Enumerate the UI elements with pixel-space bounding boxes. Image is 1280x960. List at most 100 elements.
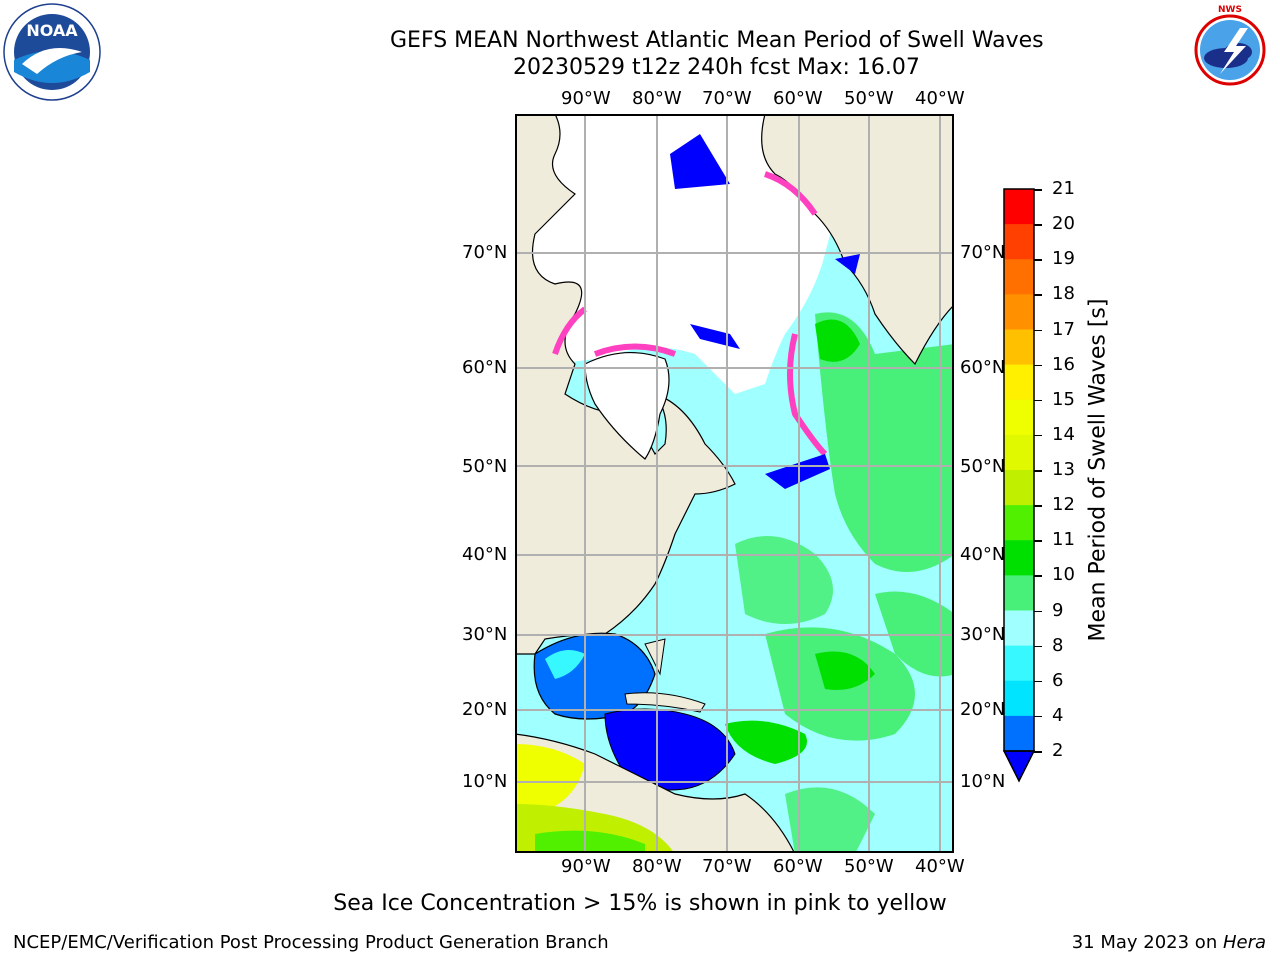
nws-logo-icon: NWS: [1184, 4, 1276, 96]
colorbar-tick-label: 21: [1052, 178, 1075, 199]
lon-label: 50°W: [844, 88, 894, 109]
colorbar-tick-mark: [1034, 610, 1042, 612]
colorbar-tick-label: 10: [1052, 564, 1075, 586]
lat-label: 20°N: [960, 699, 1006, 720]
colorbar-bin: [1004, 645, 1034, 682]
swell-period-map: [515, 114, 954, 853]
swell-9-10s-areas: [735, 312, 953, 852]
colorbar-bin: [1004, 715, 1034, 752]
footer-date-text: 31 May 2023 on: [1071, 932, 1223, 953]
map-gridlines: [515, 114, 953, 852]
colorbar-tick-label: 9: [1052, 599, 1064, 621]
colorbar-bin: [1004, 434, 1034, 471]
colorbar-tick-mark: [1034, 645, 1042, 648]
colorbar-bin: [1004, 329, 1034, 366]
lat-label: 70°N: [960, 242, 1006, 263]
lon-label: 80°W: [632, 856, 682, 877]
lon-label: 70°W: [702, 856, 752, 877]
colorbar-tick-mark: [1034, 224, 1042, 226]
colorbar-bin: [1004, 680, 1034, 717]
lat-label: 50°N: [960, 456, 1006, 477]
colorbar-bin: [1004, 575, 1034, 611]
colorbar-tick-label: 2: [1052, 740, 1064, 761]
colorbar-bin: [1004, 189, 1034, 225]
map-title: GEFS MEAN Northwest Atlantic Mean Period…: [390, 28, 1044, 53]
lon-label: 80°W: [632, 88, 682, 109]
noaa-logo-icon: NOAA: [3, 3, 101, 101]
lon-label: 70°W: [702, 88, 752, 109]
noaa-logo-label: NOAA: [26, 21, 78, 40]
colorbar-bin: [1004, 470, 1034, 506]
lon-label: 50°W: [844, 856, 894, 877]
sea-ice-caption: Sea Ice Concentration > 15% is shown in …: [333, 891, 947, 916]
lat-label: 30°N: [960, 624, 1006, 645]
colorbar-bin: [1004, 224, 1034, 260]
colorbar-tick-label: 13: [1052, 459, 1075, 480]
colorbar-tick-label: 14: [1052, 423, 1075, 445]
colorbar-tick-mark: [1034, 470, 1042, 472]
colorbar-tick-mark: [1034, 505, 1042, 507]
colorbar: [1002, 188, 1036, 783]
swell-10-11s-areas: [725, 319, 875, 764]
colorbar-bin: [1004, 399, 1034, 436]
colorbar-tick-label: 4: [1052, 704, 1064, 726]
colorbar-tick-label: 15: [1052, 388, 1075, 410]
lat-label: 30°N: [462, 624, 508, 645]
svg-text:NWS: NWS: [1218, 5, 1242, 15]
colorbar-tick-label: 16: [1052, 353, 1075, 375]
lat-label: 60°N: [462, 357, 508, 378]
map-frame: [515, 114, 954, 853]
colorbar-bin: [1004, 610, 1034, 647]
colorbar-tick-mark: [1034, 189, 1042, 191]
colorbar-tick-label: 8: [1052, 634, 1064, 656]
footer-date: 31 May 2023 on Hera: [1072, 932, 1266, 953]
lon-label: 40°W: [915, 856, 965, 877]
colorbar-tick-label: 18: [1052, 283, 1075, 305]
colorbar-bin: [1004, 505, 1034, 541]
colorbar-tick-label: 6: [1052, 669, 1064, 691]
gulf-of-mexico: [533, 632, 656, 720]
colorbar-tick-mark: [1034, 399, 1042, 402]
lon-label: 60°W: [773, 856, 823, 877]
colorbar-tick-mark: [1034, 434, 1042, 437]
colorbar-bin: [1004, 540, 1034, 576]
colorbar-bin: [1004, 259, 1034, 295]
lat-label: 50°N: [462, 456, 508, 477]
colorbar-tick-mark: [1034, 294, 1042, 296]
colorbar-tick-mark: [1034, 575, 1042, 577]
colorbar-tick-label: 17: [1052, 318, 1075, 340]
hudson-bay: [584, 352, 670, 460]
colorbar-tick-mark: [1034, 715, 1042, 718]
map-subtitle: 20230529 t12z 240h fcst Max: 16.07: [513, 55, 920, 80]
colorbar-tick-mark: [1034, 364, 1042, 367]
lat-label: 40°N: [960, 544, 1006, 565]
lon-label: 90°W: [561, 856, 611, 877]
colorbar-label: Mean Period of Swell Waves [s]: [1085, 298, 1111, 642]
colorbar-tick-label: 20: [1052, 213, 1075, 235]
lon-label: 40°W: [915, 88, 965, 109]
colorbar-tick-mark: [1034, 329, 1042, 331]
colorbar-tick-label: 19: [1052, 248, 1075, 270]
footer-org: NCEP/EMC/Verification Post Processing Pr…: [13, 932, 609, 953]
sea-ice-edge: [552, 171, 828, 457]
lat-label: 60°N: [960, 357, 1006, 378]
colorbar-tick-mark: [1034, 540, 1042, 542]
lat-label: 10°N: [960, 771, 1006, 792]
lat-label: 70°N: [462, 242, 508, 263]
footer-machine: Hera: [1222, 932, 1266, 953]
colorbar-under-arrow: [1002, 750, 1036, 783]
colorbar-tick-mark: [1034, 259, 1042, 261]
colorbar-tick-label: 12: [1052, 494, 1075, 516]
lat-label: 20°N: [462, 699, 508, 720]
ice-blue-patches: [670, 134, 860, 489]
lat-label: 40°N: [462, 544, 508, 565]
colorbar-tick-mark: [1034, 680, 1042, 683]
north-america-land: [515, 114, 736, 655]
colorbar-bin: [1004, 364, 1034, 401]
lon-label: 90°W: [561, 88, 611, 109]
colorbar-bin: [1004, 294, 1034, 330]
colorbar-tick-mark: [1034, 751, 1042, 753]
colorbar-tick-label: 11: [1052, 529, 1075, 551]
lat-label: 10°N: [462, 771, 508, 792]
lon-label: 60°W: [773, 88, 823, 109]
